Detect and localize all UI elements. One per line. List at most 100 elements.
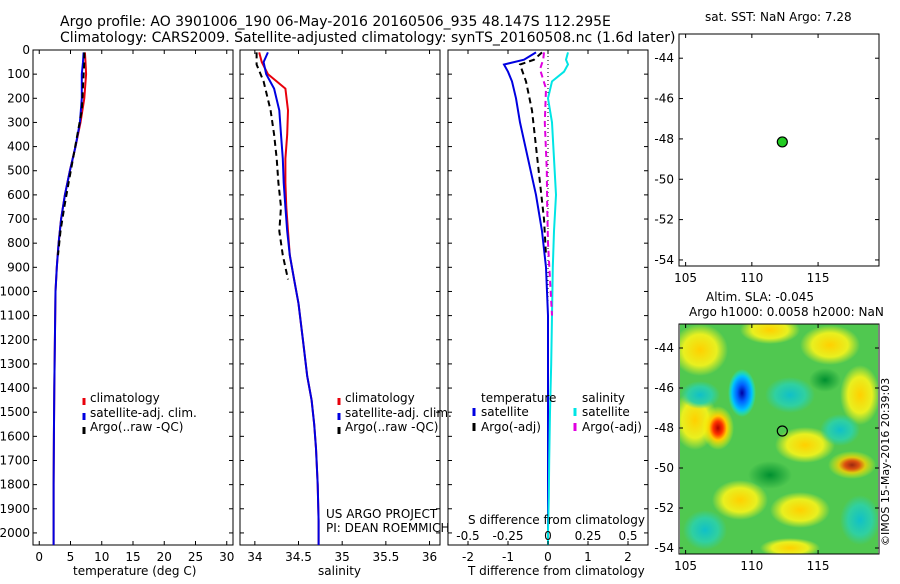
map-x-tick-label: 105 (674, 559, 697, 573)
map-y-tick-label: -48 (654, 421, 674, 435)
temperature-xlabel: temperature (deg C) (73, 564, 196, 578)
timestamp: ©IMOS 15-May-2016 20:39:03 (879, 378, 892, 546)
x-tick-label: 0 (35, 550, 43, 564)
x-tick-label: 0 (544, 550, 552, 564)
y-tick-label: 500 (7, 164, 30, 178)
x-tick-label: 35.5 (372, 550, 399, 564)
x-tick-label: -2 (462, 550, 474, 564)
legend-text-sat: satellite-adj. clim. (90, 406, 197, 420)
y-tick-label: 600 (7, 188, 30, 202)
y-tick-label: 1800 (0, 478, 30, 492)
x-tick-label: 25 (188, 550, 203, 564)
title-line-2: Climatology: CARS2009. Satellite-adjuste… (60, 30, 675, 46)
map-y-tick-label: -44 (654, 51, 674, 65)
x-tick-label-secondary: -0.5 (456, 529, 479, 543)
map-x-tick-label: 115 (807, 271, 830, 285)
map-y-tick-label: -46 (654, 381, 674, 395)
y-tick-label: 1900 (0, 502, 30, 516)
x-tick-label: 34 (247, 550, 262, 564)
temperature-legend: climatology satellite-adj. clim. Argo(..… (82, 391, 197, 434)
x-tick-label: -1 (502, 550, 514, 564)
map-y-tick-label: -52 (654, 213, 674, 227)
legend-text-sal-argo: Argo(-adj) (582, 420, 642, 434)
series-line-2-3 (538, 52, 553, 316)
x-tick-label: 34.5 (285, 550, 312, 564)
legend-text-clim: climatology (345, 391, 415, 405)
sst-map-panel: sat. SST: NaN Argo: 7.28 -44 -46 -48 -50 -52… (654, 10, 880, 285)
legend-sal-header: salinity (582, 391, 625, 405)
legend-text-argo: Argo(..raw -QC) (90, 420, 183, 434)
salinity-xlabel: salinity (318, 564, 361, 578)
y-tick-label: 2000 (0, 526, 30, 540)
sla-heatmap (680, 324, 878, 554)
map-y-tick-label: -54 (654, 541, 674, 555)
map-y-tick-label: -54 (654, 253, 674, 267)
t-diff-label: T difference from climatology (467, 564, 645, 578)
sst-title: sat. SST: NaN Argo: 7.28 (705, 10, 852, 24)
legend-text-sat: satellite-adj. clim. (345, 406, 452, 420)
salinity-panel: 34 34.5 35 35.5 36 salinity climatology sate… (239, 49, 452, 578)
map-y-tick-label: -46 (654, 92, 674, 106)
x-tick-label: 30 (219, 550, 234, 564)
temperature-panel: 0100200300400500600700800900100011001200… (0, 43, 234, 578)
legend-text-argo: Argo(..raw -QC) (345, 420, 438, 434)
salinity-legend: climatology satellite-adj. clim. Argo(..… (337, 391, 452, 434)
map-x-tick-label: 105 (674, 271, 697, 285)
y-tick-label: 1600 (0, 429, 30, 443)
x-tick-label: 20 (157, 550, 172, 564)
s-diff-label: S difference from climatology (468, 513, 645, 527)
series-line-1-0 (258, 52, 320, 545)
series-line-0-1 (52, 52, 85, 545)
x-tick-label-secondary: 0 (544, 529, 552, 543)
map-x-tick-label: 110 (740, 559, 763, 573)
difference-legend: temperature salinity satellite Argo(-adj… (472, 391, 642, 434)
x-tick-label: 36 (422, 550, 437, 564)
y-tick-label: 1300 (0, 357, 30, 371)
series-line-0-0 (52, 52, 88, 545)
title-line-1: Argo profile: AO 3901006_190 06-May-2016… (60, 14, 611, 30)
y-tick-label: 1000 (0, 284, 30, 298)
y-tick-label: 400 (7, 140, 30, 154)
map-x-tick-label: 115 (807, 559, 830, 573)
sla-title-1: Altim. SLA: -0.045 (706, 290, 814, 304)
y-tick-label: 1400 (0, 381, 30, 395)
argo-location-marker (776, 425, 788, 437)
legend-text-clim: climatology (90, 391, 160, 405)
map-y-tick-label: -52 (654, 501, 674, 515)
y-tick-label: 1500 (0, 405, 30, 419)
y-tick-label: 200 (7, 91, 30, 105)
credit-line-1: US ARGO PROJECT (326, 507, 438, 521)
y-tick-label: 800 (7, 236, 30, 250)
y-tick-label: 300 (7, 115, 30, 129)
x-tick-label: 15 (125, 550, 140, 564)
x-tick-label: 5 (67, 550, 75, 564)
x-tick-label-secondary: 0.25 (575, 529, 602, 543)
sla-map-panel: Altim. SLA: -0.045 Argo h1000: 0.0058 h2… (654, 290, 892, 573)
y-tick-label: 700 (7, 212, 30, 226)
map-y-tick-label: -44 (654, 341, 674, 355)
credit-line-2: PI: DEAN ROEMMICH (326, 521, 449, 535)
x-tick-label-secondary: -0.25 (492, 529, 523, 543)
series-line-1-1 (262, 51, 320, 545)
map-y-tick-label: -48 (654, 132, 674, 146)
map-y-tick-label: -50 (654, 172, 674, 186)
y-tick-label: 1100 (0, 309, 30, 323)
legend-text-sal-sat: satellite (582, 405, 630, 419)
series-line-2-0 (502, 51, 549, 545)
difference-panel: -2 -1 0 1 2 -0.5 -0.25 0 0.25 0.5 S difference fr… (447, 49, 649, 578)
map-x-tick-label: 110 (740, 271, 763, 285)
sla-title-2: Argo h1000: 0.0058 h2000: NaN (689, 305, 884, 319)
series-line-2-2 (546, 52, 570, 545)
legend-text-temp-argo: Argo(-adj) (481, 420, 541, 434)
argo-location-marker (776, 136, 788, 148)
y-tick-label: 100 (7, 67, 30, 81)
map-y-tick-label: -50 (654, 461, 674, 475)
series-line-0-2 (57, 52, 86, 256)
series-line-2-1 (518, 51, 547, 256)
y-tick-label: 1700 (0, 453, 30, 467)
x-tick-label: 35 (335, 550, 350, 564)
legend-temp-header: temperature (481, 391, 556, 405)
x-tick-label-secondary: 0.5 (618, 529, 637, 543)
y-tick-label: 0 (22, 43, 30, 57)
